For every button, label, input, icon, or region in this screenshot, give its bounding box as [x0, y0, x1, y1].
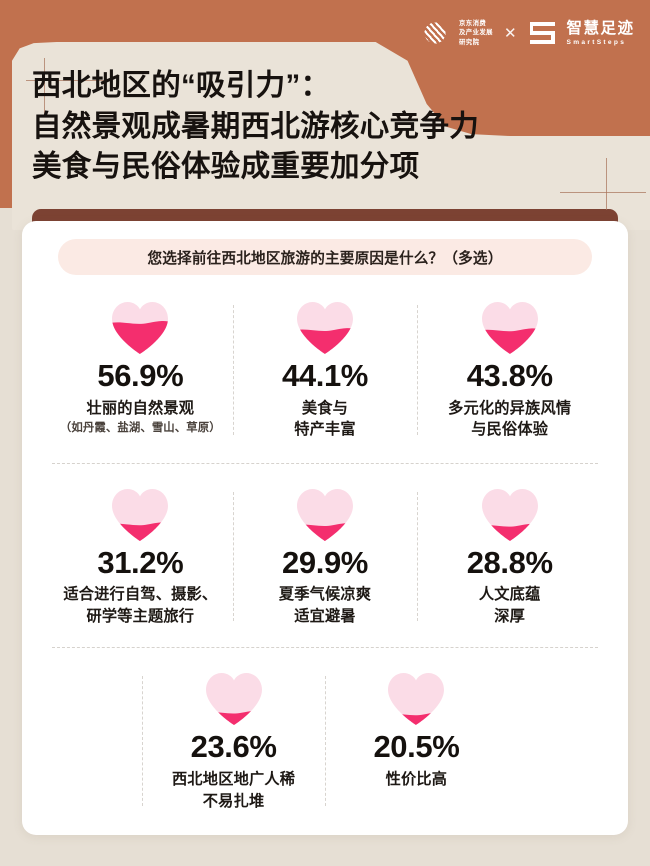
question-banner: 您选择前往西北地区旅游的主要原因是什么？（多选）	[58, 239, 592, 275]
heart-fill-icon	[385, 670, 447, 726]
stat-item: 44.1% 美食与 特产丰富	[232, 299, 418, 441]
stat-row-2: 31.2% 适合进行自驾、摄影、 研学等主题旅行 29.9% 夏季气候凉爽 适宜…	[48, 464, 602, 648]
row-spacer-right	[508, 670, 602, 812]
stat-percent: 44.1%	[282, 358, 368, 393]
stat-label-line-2: 深厚	[494, 607, 526, 625]
stat-label-line-2: 特产丰富	[294, 421, 356, 439]
stat-label: 西北地区地广人稀 不易扎堆	[172, 769, 295, 812]
heart-fill-icon	[294, 299, 356, 355]
stat-label: 适合进行自驾、摄影、 研学等主题旅行	[63, 584, 217, 627]
partner-name: 智慧足迹	[566, 19, 635, 37]
stat-label: 壮丽的自然景观	[86, 399, 195, 417]
jd-name-line-2: 及产业发展	[459, 29, 493, 37]
heart-fill-icon	[109, 486, 171, 542]
jd-name-line-1: 京东消费	[459, 19, 487, 27]
stat-item: 56.9% 壮丽的自然景观 （如丹霞、盐湖、雪山、草原）	[48, 299, 233, 441]
title-line-3: 美食与民俗体验成重要加分项	[32, 150, 420, 184]
stat-percent: 28.8%	[466, 544, 553, 580]
survey-card: 您选择前往西北地区旅游的主要原因是什么？（多选） 56.9% 壮丽的自然景观 （…	[22, 221, 628, 835]
stat-label-line-1: 人文底蕴	[478, 586, 541, 604]
stat-row-1: 56.9% 壮丽的自然景观 （如丹霞、盐湖、雪山、草原） 44.1% 美食与 特…	[48, 275, 602, 463]
jd-institute-name: 京东消费 及产业发展 研究院	[459, 19, 493, 47]
stat-label-line-2: 研学等主题旅行	[86, 607, 195, 625]
title-line-1: 西北地区的“吸引力”：	[32, 69, 331, 102]
partner-brand: 智慧足迹 SmartSteps	[566, 19, 635, 46]
stat-item: 20.5% 性价比高	[325, 670, 508, 812]
stat-percent: 31.2%	[97, 544, 184, 580]
stat-percent: 23.6%	[190, 729, 277, 765]
stat-row-3: 23.6% 西北地区地广人稀 不易扎堆 20.5% 性价比高	[48, 648, 602, 832]
jd-name-line-3: 研究院	[459, 38, 480, 46]
stat-label-line-1: 美食与	[301, 399, 349, 417]
heart-fill-icon	[294, 486, 356, 542]
stat-item: 23.6% 西北地区地广人稀 不易扎堆	[142, 670, 325, 812]
heart-fill-icon	[479, 486, 541, 542]
jd-diagonal-stripes-circle-icon	[420, 18, 450, 48]
stat-percent: 56.9%	[97, 358, 184, 393]
decor-cross-right	[560, 158, 646, 220]
heart-fill-icon	[203, 670, 265, 726]
stat-label-line-1: 多元化的异族风情	[448, 399, 572, 417]
heart-fill-icon	[479, 299, 541, 355]
smartsteps-s-mark-icon	[528, 20, 558, 46]
stat-label-line-1: 夏季气候凉爽	[278, 586, 372, 604]
row-spacer-left	[48, 670, 142, 812]
stat-label-line-2: 不易扎堆	[202, 792, 265, 810]
cross-separator-icon: ✕	[503, 25, 517, 42]
question-text: 您选择前往西北地区旅游的主要原因是什么？（多选）	[147, 250, 503, 267]
partner-subtitle: SmartSteps	[566, 38, 627, 46]
stat-label: 多元化的异族风情 与民俗体验	[448, 398, 571, 441]
stat-percent: 29.9%	[282, 544, 368, 580]
stat-item: 31.2% 适合进行自驾、摄影、 研学等主题旅行	[48, 486, 233, 628]
stat-label-line-2: 适宜避暑	[294, 607, 356, 625]
stat-label: 人文底蕴 深厚	[479, 584, 541, 627]
stat-item: 29.9% 夏季气候凉爽 适宜避暑	[232, 486, 418, 628]
row-divider	[52, 647, 598, 649]
stat-label: 性价比高	[385, 770, 448, 788]
stat-percent: 43.8%	[466, 358, 553, 393]
stat-sublabel: （如丹霞、盐湖、雪山、草原）	[59, 422, 221, 435]
row-divider	[52, 462, 598, 464]
stat-label-line-1: 适合进行自驾、摄影、	[63, 586, 218, 604]
decor-cross-left	[26, 58, 108, 116]
stat-label: 美食与 特产丰富	[294, 398, 356, 441]
stat-label-line-1: 西北地区地广人稀	[172, 770, 296, 788]
stat-label-line-2: 与民俗体验	[471, 421, 549, 439]
brand-logo-row: 京东消费 及产业发展 研究院 ✕ 智慧足迹 SmartSteps	[420, 18, 635, 48]
stat-item: 28.8% 人文底蕴 深厚	[417, 486, 602, 628]
stat-percent: 20.5%	[373, 729, 460, 765]
page-title: 西北地区的“吸引力”： 自然景观成暑期西北游核心竞争力 美食与民俗体验成重要加分…	[32, 66, 592, 188]
stat-item: 43.8% 多元化的异族风情 与民俗体验	[417, 299, 602, 441]
stat-label: 夏季气候凉爽 适宜避暑	[279, 584, 371, 627]
title-line-2: 自然景观成暑期西北游核心竞争力	[32, 109, 480, 143]
heart-fill-icon	[109, 299, 171, 355]
